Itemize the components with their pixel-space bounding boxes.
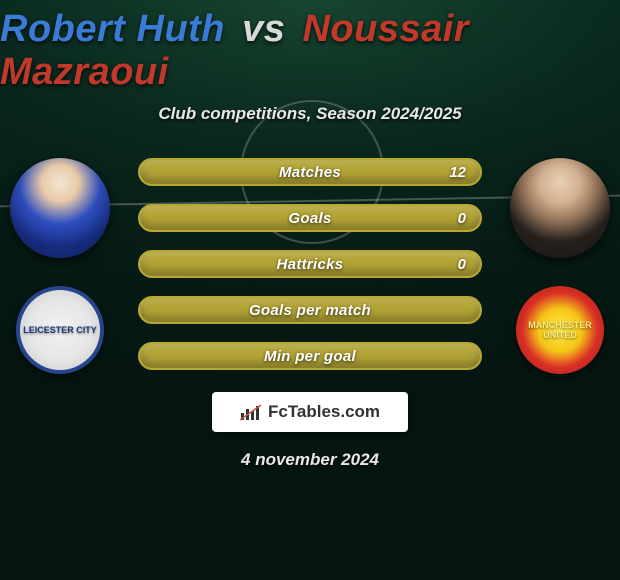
player2-club-text: MANCHESTER UNITED (516, 320, 604, 340)
stat-label: Goals (288, 210, 331, 227)
source-logo-text: FcTables.com (268, 402, 380, 422)
vs-label: vs (242, 8, 285, 50)
source-logo: FcTables.com (212, 392, 408, 432)
player1-name: Robert Huth (0, 8, 225, 50)
comparison-card: Robert Huth vs Noussair Mazraoui Club co… (0, 0, 620, 580)
stat-label: Matches (279, 164, 341, 181)
stat-bar: Matches 12 (138, 158, 482, 186)
player1-club-text: LEICESTER CITY (23, 325, 97, 335)
subtitle: Club competitions, Season 2024/2025 (158, 104, 461, 124)
date-label: 4 november 2024 (241, 450, 379, 470)
stat-bar: Goals 0 (138, 204, 482, 232)
main-area: LEICESTER CITY Matches 12 Goals 0 Hattri… (0, 158, 620, 370)
player2-club-badge: MANCHESTER UNITED (516, 286, 604, 374)
stat-bar: Hattricks 0 (138, 250, 482, 278)
stat-label: Min per goal (264, 348, 356, 365)
stat-bars: Matches 12 Goals 0 Hattricks 0 Goals per… (138, 158, 482, 370)
player1-avatar (10, 158, 110, 258)
left-side: LEICESTER CITY (10, 158, 110, 374)
stat-bar: Min per goal (138, 342, 482, 370)
bar-chart-icon (240, 403, 262, 421)
right-side: MANCHESTER UNITED (510, 158, 610, 374)
stat-bar: Goals per match (138, 296, 482, 324)
stat-label: Hattricks (277, 256, 344, 273)
stat-value-right: 0 (458, 210, 466, 227)
player2-avatar (510, 158, 610, 258)
page-title: Robert Huth vs Noussair Mazraoui (0, 8, 620, 94)
stat-value-right: 12 (449, 164, 466, 181)
player1-club-badge: LEICESTER CITY (16, 286, 104, 374)
stat-label: Goals per match (249, 302, 371, 319)
stat-value-right: 0 (458, 256, 466, 273)
